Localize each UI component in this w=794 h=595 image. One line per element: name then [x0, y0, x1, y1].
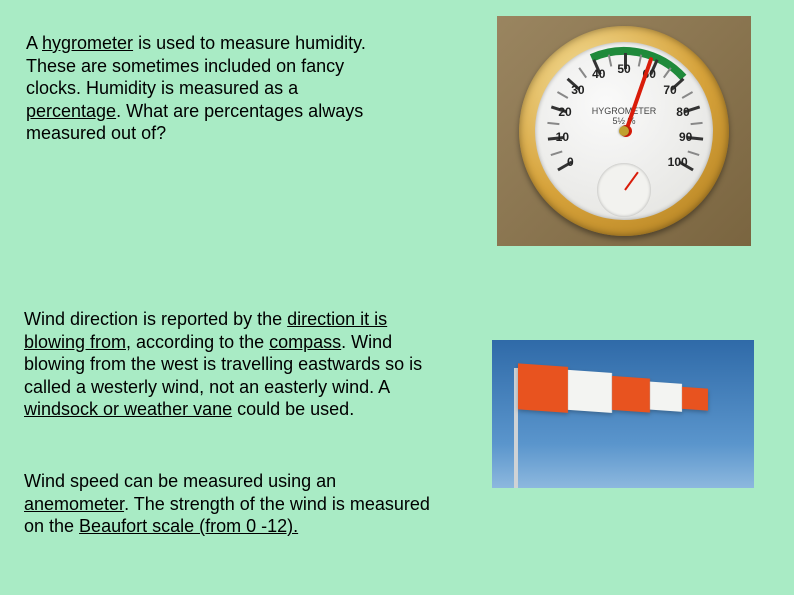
windsock-stripe [568, 370, 612, 413]
windsock-stripe [518, 363, 568, 412]
gauge-tick-label: 90 [679, 130, 692, 144]
term-beaufort: Beaufort scale (from 0 -12). [79, 516, 298, 536]
gauge-tick-label: 100 [668, 155, 688, 169]
gauge-tick-label: 50 [617, 62, 630, 76]
gauge-tick-label: 30 [571, 83, 584, 97]
term-compass: compass [269, 332, 341, 352]
term-hygrometer: hygrometer [42, 33, 133, 53]
paragraph-wind-direction: Wind direction is reported by the direct… [24, 308, 440, 421]
paragraph-wind-speed: Wind speed can be measured using an anem… [24, 470, 440, 538]
gauge-tick-label: 80 [676, 105, 689, 119]
gauge-label: HYGROMETER 5½ % [592, 106, 657, 126]
gauge-tick-label: 10 [556, 130, 569, 144]
text: could be used. [232, 399, 354, 419]
gauge-title: HYGROMETER [592, 106, 657, 116]
term-percentage: percentage [26, 101, 116, 121]
thermometer-needle [624, 172, 639, 191]
gauge-tick-label: 20 [558, 105, 571, 119]
term-anemometer: anemometer [24, 494, 124, 514]
windsock-stripe [650, 382, 682, 412]
gauge-tick-label: 40 [592, 67, 605, 81]
text: according to the [131, 332, 269, 352]
hygrometer-image: 0102030405060708090100 HYGROMETER 5½ % [497, 16, 751, 246]
gauge-tick-label: 0 [567, 155, 574, 169]
gauge-bezel: 0102030405060708090100 HYGROMETER 5½ % [519, 26, 729, 236]
gauge-hub [619, 126, 629, 136]
paragraph-hygrometer: A hygrometer is used to measure humidity… [26, 32, 376, 145]
term-windsock-vane: windsock or weather vane [24, 399, 232, 419]
windsock-stripe [682, 387, 708, 411]
gauge-tick-label: 70 [663, 83, 676, 97]
windsock-image [492, 340, 754, 488]
gauge-face: 0102030405060708090100 HYGROMETER 5½ % [535, 42, 713, 220]
windsock [518, 363, 708, 422]
text: Wind speed can be measured using an [24, 471, 336, 491]
text: A [26, 33, 42, 53]
thermometer-subdial [597, 163, 651, 217]
text: Wind direction is reported by the [24, 309, 287, 329]
windsock-stripe [612, 376, 650, 413]
